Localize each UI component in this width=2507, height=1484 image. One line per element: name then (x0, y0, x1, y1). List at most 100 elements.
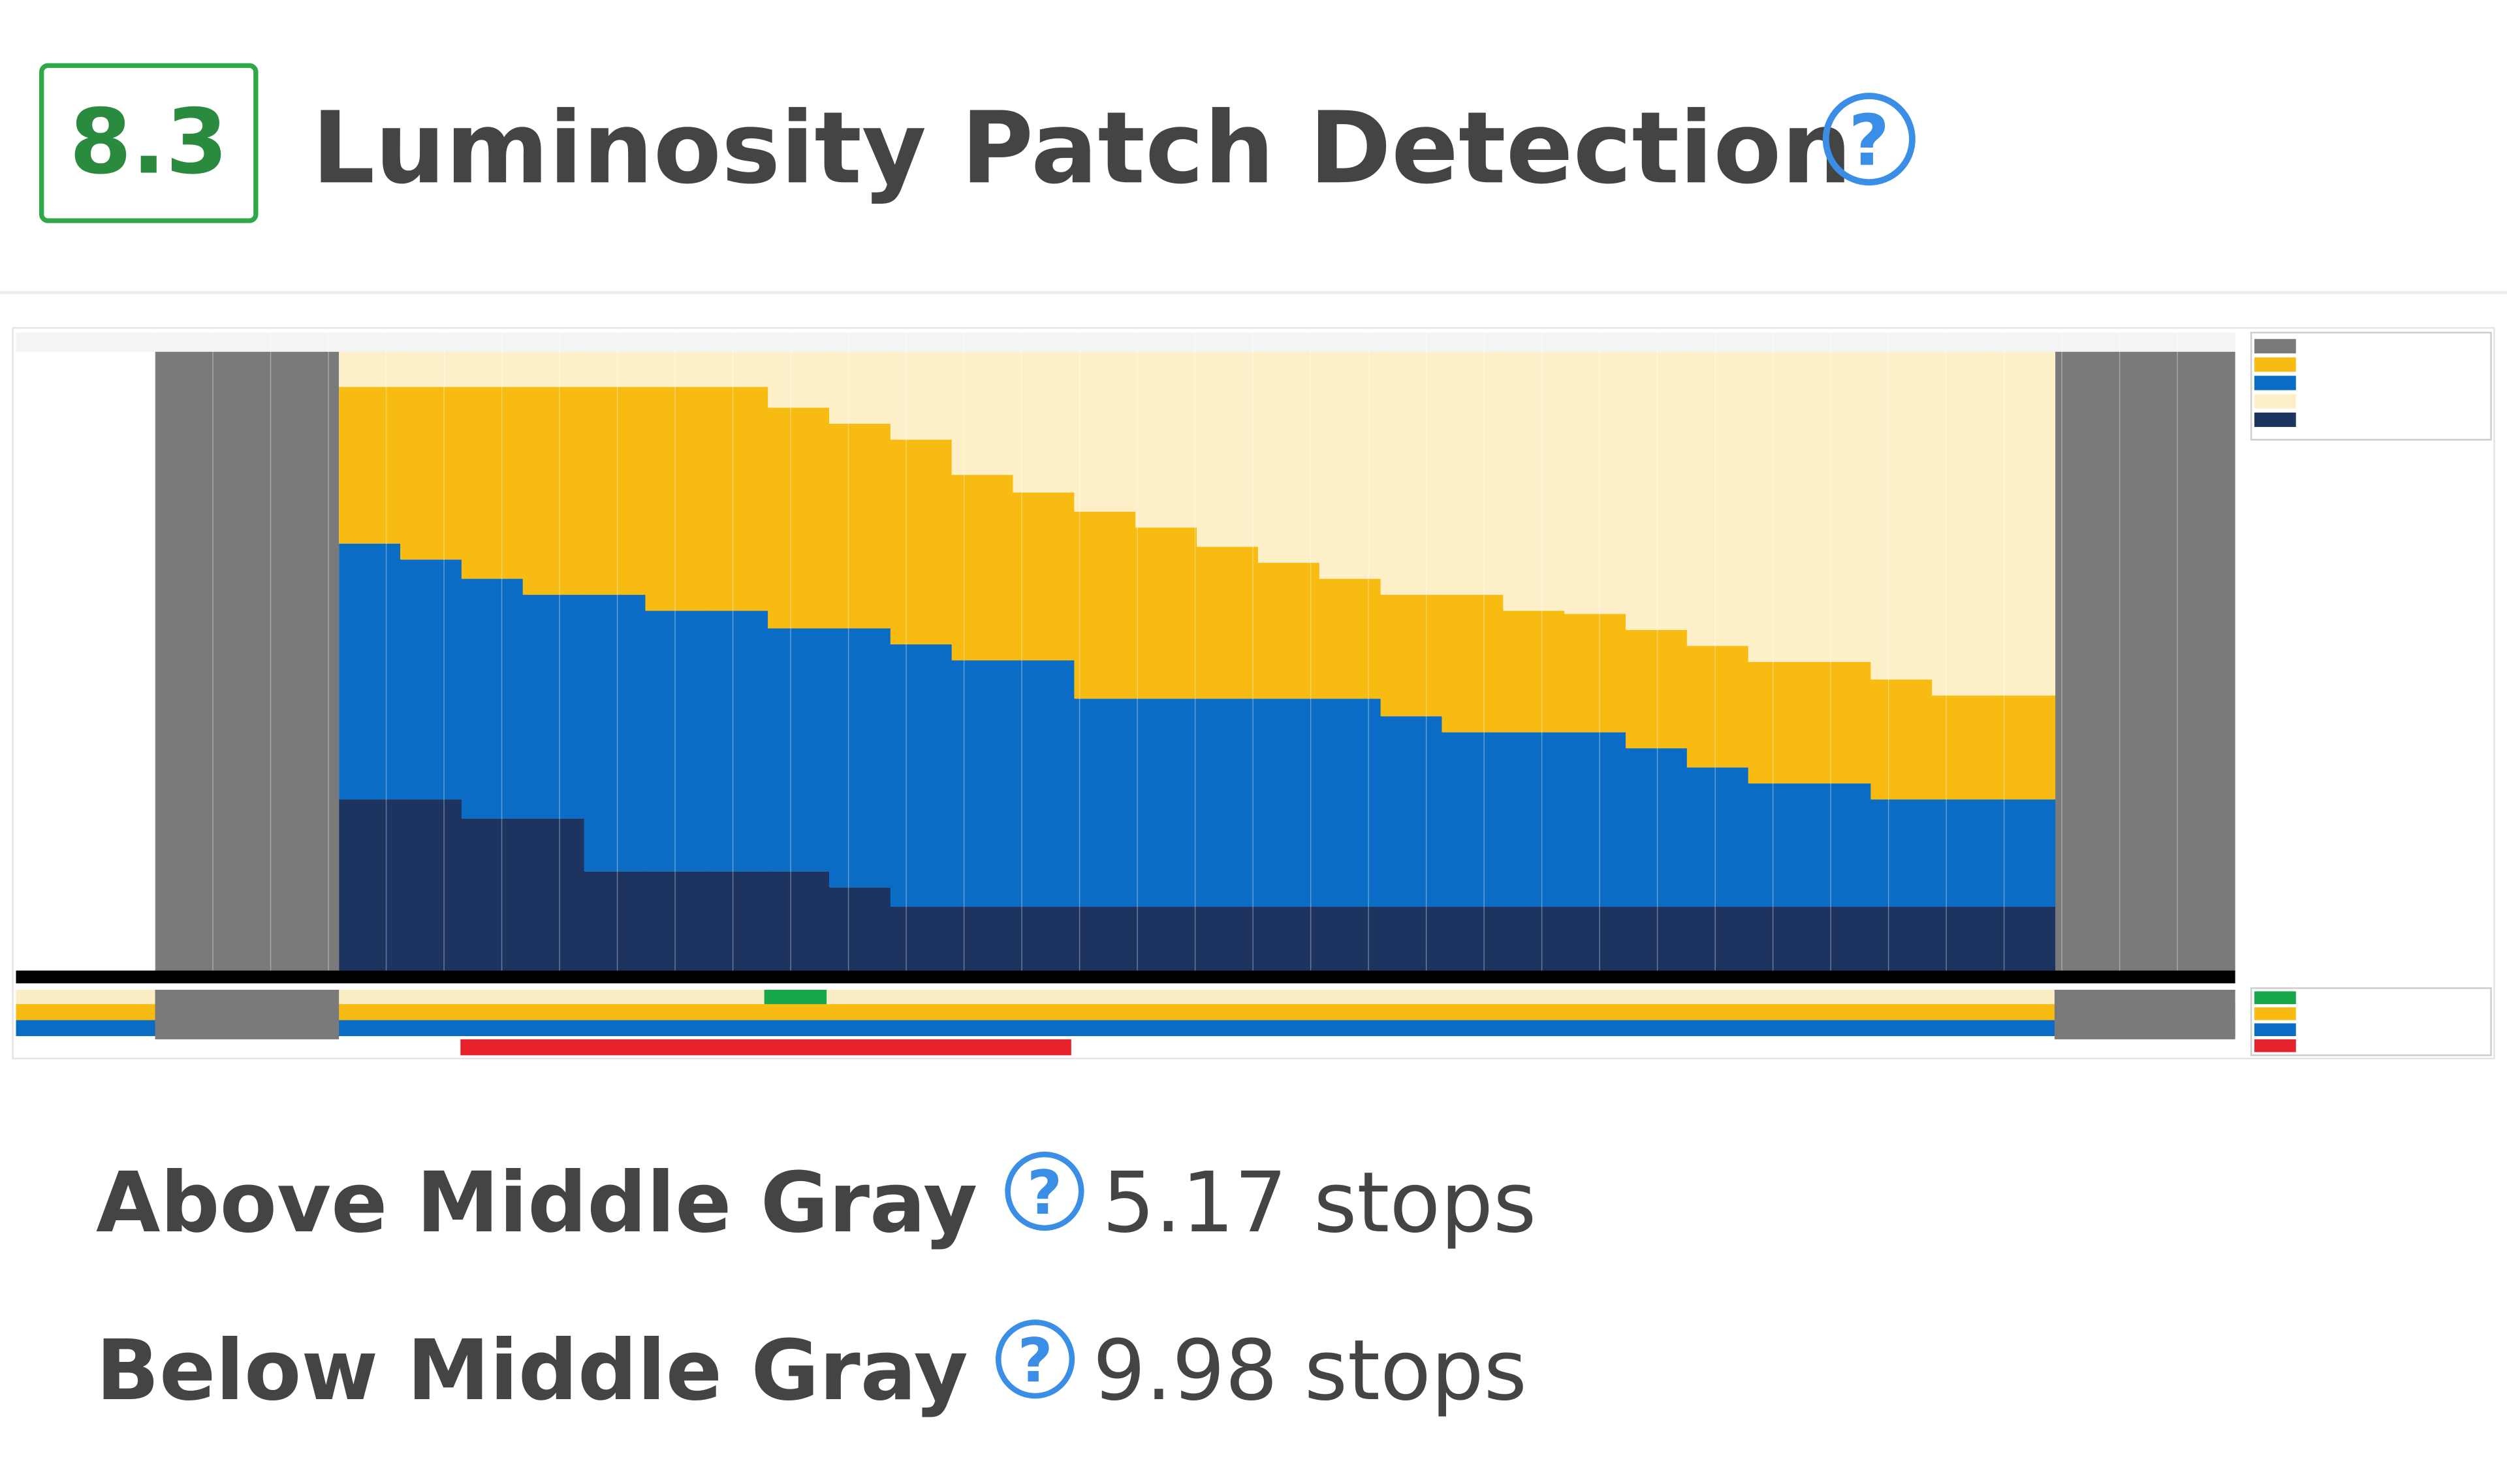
cell (1013, 660, 1075, 907)
cell (1564, 732, 1627, 907)
cell (1442, 595, 1504, 733)
cell (951, 351, 1014, 475)
cell (1993, 695, 2056, 800)
cell (1748, 351, 1810, 662)
cell (339, 351, 402, 387)
cell (1993, 799, 2056, 907)
cell (951, 660, 1014, 907)
cell (768, 871, 830, 973)
gray-bot (2054, 989, 2235, 1039)
cell (1197, 699, 1259, 907)
cell (1809, 661, 1872, 784)
cell (1503, 351, 1566, 611)
cell (890, 351, 953, 440)
gray-right (2054, 351, 2235, 973)
row-label: Below Middle Gray (96, 1323, 968, 1419)
cell (1135, 351, 1198, 528)
legend-swatch (2254, 412, 2296, 427)
row-value: 9.98 stops (1093, 1323, 1527, 1419)
cell (461, 818, 524, 973)
cell (1319, 906, 1381, 973)
legend-swatch (2254, 357, 2296, 372)
help-icon[interactable]: ? (1822, 93, 1916, 186)
cell (1870, 906, 1933, 973)
cell (951, 475, 1014, 661)
cell (1319, 578, 1381, 699)
gray-left (155, 351, 339, 973)
cell (1686, 351, 1749, 646)
cell (1503, 906, 1566, 973)
cell (1074, 906, 1137, 973)
cell (890, 644, 953, 907)
cell (461, 351, 524, 387)
cell (1135, 699, 1198, 907)
score: 8.3 (69, 91, 228, 195)
cell (1748, 783, 1810, 907)
cell (1135, 528, 1198, 699)
cell (1442, 906, 1504, 973)
cell (706, 610, 769, 872)
cell (1809, 906, 1872, 973)
cell (1380, 716, 1443, 907)
cell (461, 578, 524, 819)
cell (1074, 511, 1137, 699)
cell (706, 387, 769, 611)
help-circle (1005, 1151, 1084, 1231)
svg-text:?: ? (1027, 1158, 1062, 1228)
cell (1809, 351, 1872, 662)
cell (522, 818, 585, 973)
cell (1993, 351, 2056, 696)
cell (400, 799, 463, 973)
cell (1626, 629, 1688, 749)
cell (522, 595, 585, 819)
cell (706, 351, 769, 387)
cell (645, 387, 708, 611)
legend-swatch (2254, 394, 2296, 409)
cell (1074, 351, 1137, 512)
cell (1380, 351, 1443, 595)
gray-bot (155, 989, 339, 1039)
cell (1870, 679, 1933, 800)
cell (890, 906, 953, 973)
legend-swatch (2254, 991, 2296, 1005)
row-label: Above Middle Gray (96, 1155, 977, 1252)
cell (1626, 906, 1688, 973)
strip (16, 1004, 2235, 1020)
cell (1197, 906, 1259, 973)
cell (1564, 614, 1627, 733)
cell (1870, 351, 1933, 680)
cell (951, 906, 1014, 973)
cell (584, 387, 646, 595)
help-icon[interactable]: ? (1005, 1151, 1084, 1231)
cell (1932, 906, 1995, 973)
cell (828, 628, 892, 888)
svg-text:?: ? (1018, 1325, 1053, 1396)
cell (1380, 906, 1443, 973)
cell (1013, 351, 1075, 493)
cell (339, 387, 402, 544)
results: Above Middle Gray? 5.17 stops Below Middle… (96, 1151, 1536, 1419)
cell (1319, 699, 1381, 907)
cell (584, 595, 646, 872)
cell (339, 799, 402, 973)
help-icon[interactable]: ? (995, 1319, 1075, 1399)
legend-swatch (2254, 1039, 2296, 1052)
cell (400, 351, 463, 387)
svg-text:?: ? (1849, 100, 1890, 182)
cell (1686, 767, 1749, 907)
cell (1380, 595, 1443, 717)
cell (890, 439, 953, 644)
cell (584, 871, 646, 973)
legend-swatch (2254, 375, 2296, 390)
cell (1564, 906, 1627, 973)
cell (1442, 351, 1504, 595)
strip (16, 989, 2235, 1005)
cell (522, 351, 585, 387)
cell (1135, 906, 1198, 973)
cell (1074, 699, 1137, 907)
cell (768, 351, 830, 408)
legend-swatch (2254, 339, 2296, 354)
cell (1748, 661, 1810, 784)
